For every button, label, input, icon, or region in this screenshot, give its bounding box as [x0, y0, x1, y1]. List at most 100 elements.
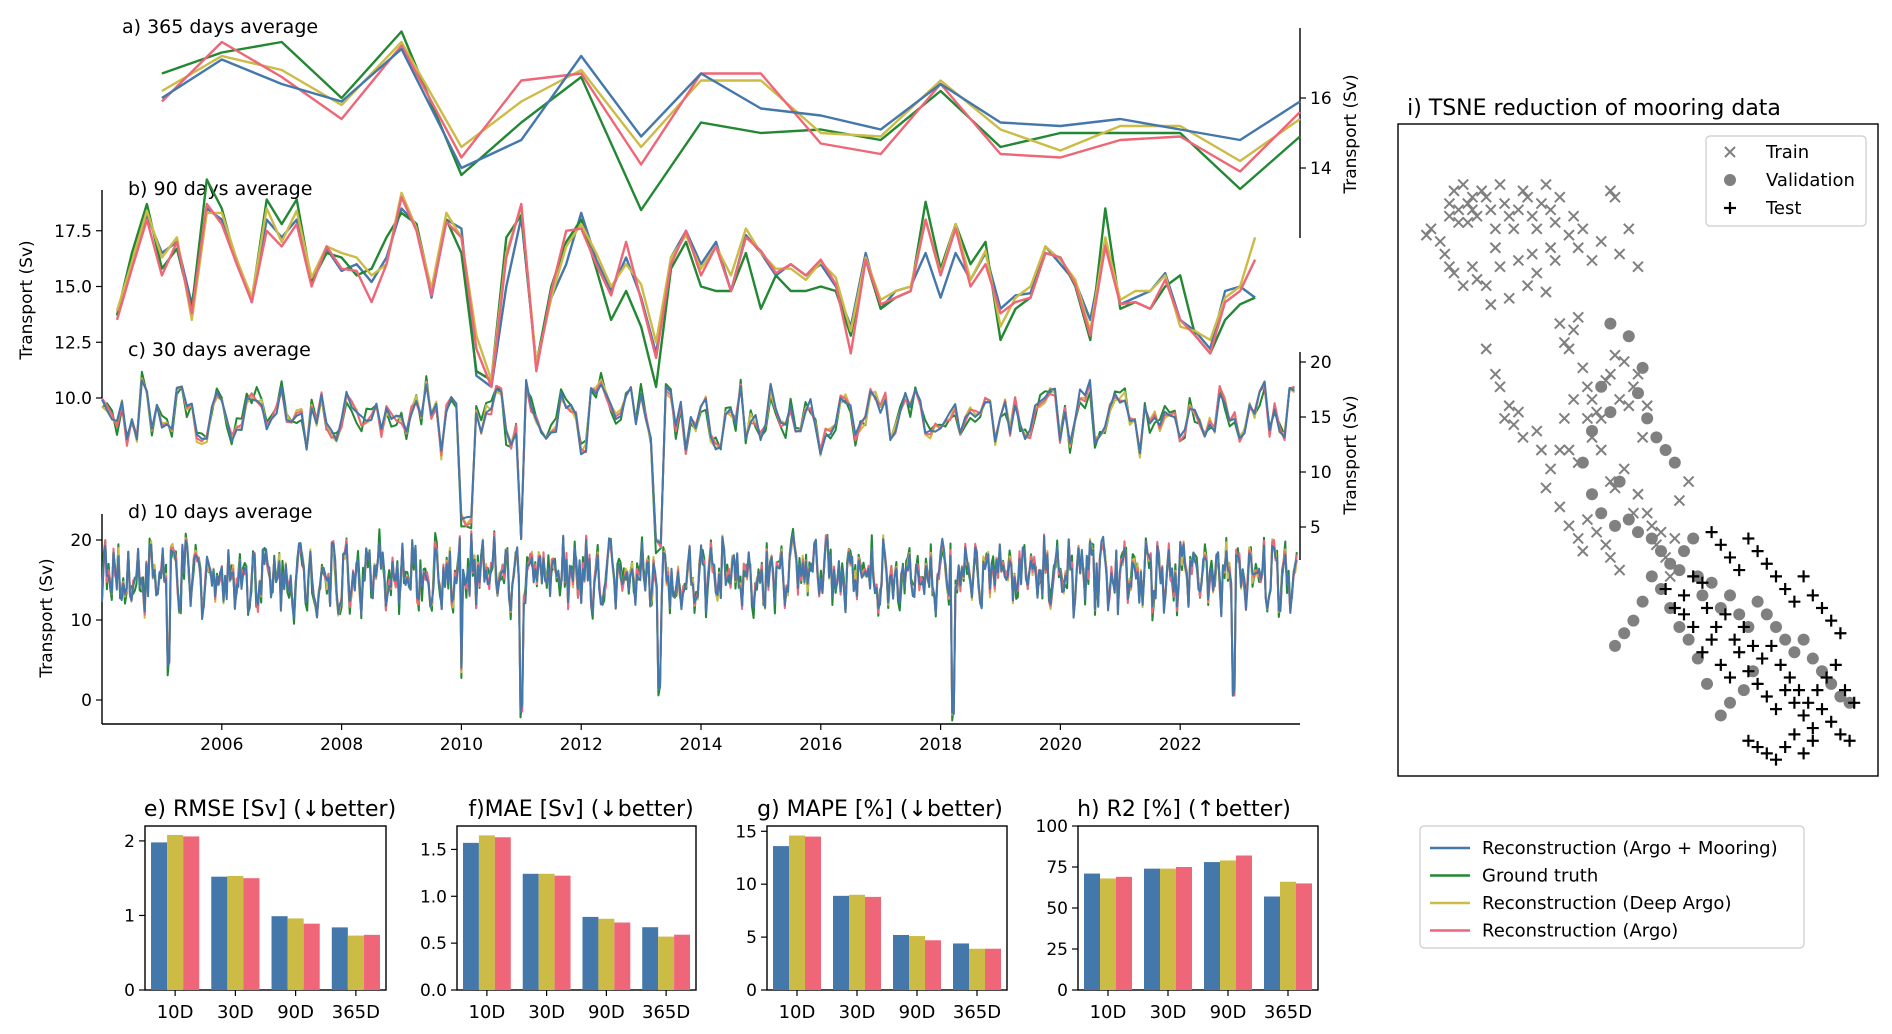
point-validation — [1770, 620, 1782, 633]
y-tick-label: 17.5 — [54, 222, 92, 242]
point-train — [1646, 520, 1658, 532]
bar-deep_argo — [969, 948, 985, 990]
plot-frame — [456, 825, 697, 991]
panel-i: i) TSNE reduction of mooring data Train V… — [1397, 96, 1879, 777]
point-test — [1765, 639, 1778, 652]
point-train — [1443, 210, 1456, 222]
point-validation — [1645, 532, 1658, 545]
point-train — [1563, 520, 1575, 532]
point-test — [1770, 703, 1782, 716]
bar-argo — [1116, 876, 1132, 990]
y-tick-label: 10 — [735, 875, 757, 895]
point-train — [1549, 254, 1561, 267]
point-test — [1705, 633, 1718, 646]
bar-argo_mooring — [773, 846, 789, 990]
panel-i-title: i) TSNE reduction of mooring data — [1407, 96, 1781, 121]
y-tick-label: 10 — [1310, 463, 1332, 483]
point-train — [1544, 463, 1557, 475]
point-train — [1494, 381, 1506, 393]
y-tick-label: 0 — [124, 981, 135, 1001]
y-tick-label: 0.0 — [420, 981, 447, 1001]
point-train — [1581, 412, 1594, 425]
point-train — [1586, 254, 1598, 267]
bar-argo_mooring — [211, 876, 228, 990]
legend-label-argo: Reconstruction (Argo) — [1482, 921, 1678, 942]
bar-argo_mooring — [271, 916, 288, 990]
bar-deep_argo — [849, 894, 865, 990]
plot-frame — [1397, 123, 1879, 777]
point-train — [1462, 197, 1474, 210]
point-validation — [1724, 589, 1736, 602]
series-line-ground_truth — [161, 30, 1301, 212]
point-train — [1673, 494, 1686, 507]
point-train — [1489, 368, 1502, 380]
panel-e-title: e) RMSE [Sv] (↓better) — [144, 797, 396, 822]
point-validation — [1632, 526, 1644, 539]
bar-deep_argo — [227, 875, 244, 990]
point-train — [1590, 406, 1603, 418]
bar-argo_mooring — [1204, 862, 1220, 990]
point-train — [1471, 273, 1483, 286]
y-tick-label: 2 — [124, 832, 135, 852]
point-validation — [1806, 652, 1819, 665]
point-train — [1531, 267, 1543, 279]
legend-label: Test — [1765, 198, 1801, 219]
scatter-legend-box — [1705, 135, 1867, 227]
point-test — [1701, 602, 1713, 614]
point-test — [1843, 734, 1856, 747]
y-tick-label: 15.0 — [54, 278, 92, 298]
point-train — [1512, 406, 1525, 418]
point-train — [1535, 197, 1548, 210]
point-test — [1756, 652, 1769, 665]
x-tick-label: 2014 — [679, 735, 722, 755]
point-train — [1540, 178, 1552, 191]
point-test — [1788, 696, 1801, 709]
point-validation — [1816, 665, 1828, 678]
plot-frame — [766, 825, 1008, 991]
point-test — [1834, 728, 1847, 741]
point-train — [1452, 204, 1465, 216]
point-train — [1480, 191, 1492, 203]
point-test — [1816, 602, 1828, 614]
x-tick-label: 2016 — [799, 735, 842, 755]
point-train — [1425, 223, 1437, 235]
point-test — [1751, 741, 1764, 754]
point-train — [1595, 235, 1607, 248]
point-test — [1747, 639, 1759, 652]
point-test — [1719, 608, 1732, 621]
point-train — [1636, 431, 1649, 444]
point-train — [1618, 355, 1630, 368]
point-test — [1779, 583, 1792, 596]
point-train — [1544, 204, 1557, 216]
legend-label-argo_mooring: Reconstruction (Argo + Mooring) — [1482, 838, 1778, 859]
point-test — [1733, 646, 1746, 659]
y-tick-label: 5 — [746, 928, 757, 948]
point-train — [1554, 501, 1566, 513]
y-tick-label: 20 — [1310, 353, 1332, 373]
point-validation — [1655, 545, 1667, 558]
point-train — [1457, 279, 1469, 292]
point-validation — [1613, 475, 1626, 488]
x-tick-label: 90D — [277, 1002, 314, 1023]
y-tick-label: 100 — [1036, 817, 1068, 837]
y-tick-label: 12.5 — [54, 333, 92, 353]
point-test — [1779, 684, 1792, 697]
point-validation — [1737, 684, 1750, 697]
point-train — [1471, 210, 1483, 222]
point-train — [1517, 185, 1529, 197]
point-test — [1848, 696, 1861, 709]
point-test — [1779, 741, 1792, 754]
x-tick-label: 10D — [1090, 1002, 1127, 1023]
legend-label-ground_truth: Ground truth — [1482, 866, 1598, 887]
point-train — [1563, 229, 1575, 241]
point-validation — [1751, 595, 1764, 608]
point-train — [1581, 513, 1594, 526]
point-validation — [1576, 456, 1589, 469]
point-train — [1531, 425, 1543, 437]
point-validation — [1687, 532, 1700, 545]
point-train — [1544, 242, 1557, 254]
point-train — [1595, 444, 1607, 456]
point-test — [1714, 658, 1727, 671]
bar-argo_mooring — [893, 934, 909, 990]
y-tick-label: 0 — [1057, 981, 1068, 1001]
